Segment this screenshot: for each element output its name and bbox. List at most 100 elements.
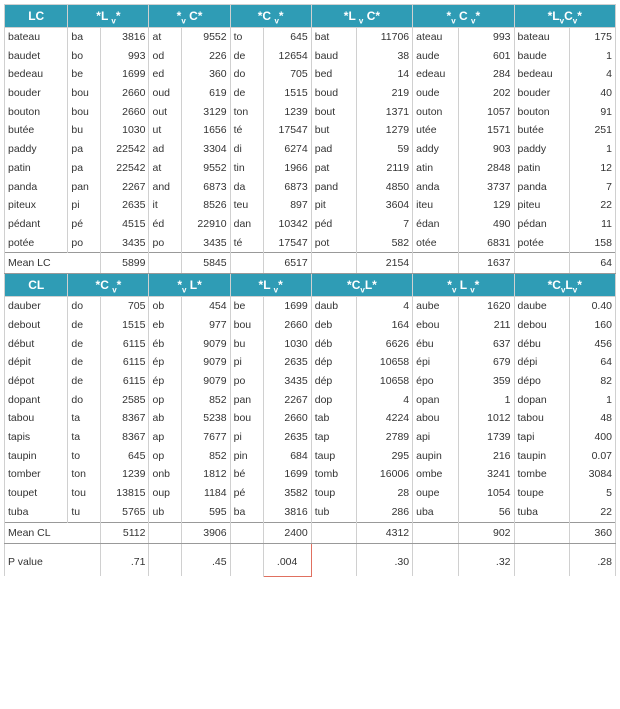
- pval-val: .71: [101, 543, 149, 576]
- num-cell: 56: [458, 503, 514, 522]
- num-cell: 22910: [182, 215, 230, 234]
- num-cell: 1: [570, 140, 616, 159]
- num-cell: 993: [101, 47, 149, 66]
- hdr-cell: LC: [5, 5, 68, 28]
- sub-cell: ta: [68, 409, 101, 428]
- sub-cell: éd: [149, 215, 182, 234]
- num-cell: 91: [570, 103, 616, 122]
- num-cell: 852: [182, 391, 230, 410]
- mean-val: 2400: [263, 522, 311, 543]
- sub-cell: dépi: [514, 353, 570, 372]
- word-cell: pédant: [5, 215, 68, 234]
- sub-cell: ut: [149, 121, 182, 140]
- num-cell: 6831: [458, 234, 514, 253]
- sub-cell: toup: [311, 484, 357, 503]
- sub-cell: at: [149, 159, 182, 178]
- num-cell: 9079: [182, 372, 230, 391]
- num-cell: 1012: [458, 409, 514, 428]
- num-cell: 1054: [458, 484, 514, 503]
- num-cell: 4: [570, 65, 616, 84]
- num-cell: 1: [570, 391, 616, 410]
- sub-cell: be: [230, 297, 263, 316]
- sub-cell: tombe: [514, 465, 570, 484]
- num-cell: 9552: [182, 28, 230, 47]
- word-cell: dépot: [5, 372, 68, 391]
- num-cell: 6115: [101, 335, 149, 354]
- num-cell: 3084: [570, 465, 616, 484]
- pval-label: P value: [5, 543, 101, 576]
- num-cell: 64: [570, 353, 616, 372]
- pval-val-highlight: .004: [263, 543, 311, 576]
- sub-cell: ébu: [413, 335, 459, 354]
- mean-val: 6517: [263, 253, 311, 274]
- sub-cell: paddy: [514, 140, 570, 159]
- sub-cell: op: [149, 391, 182, 410]
- hdr-cell: *C v*: [68, 274, 149, 297]
- num-cell: 175: [570, 28, 616, 47]
- sub-cell: péd: [311, 215, 357, 234]
- num-cell: 6873: [263, 178, 311, 197]
- num-cell: 3435: [263, 372, 311, 391]
- num-cell: 158: [570, 234, 616, 253]
- sub-cell: bu: [230, 335, 263, 354]
- sub-cell: taup: [311, 447, 357, 466]
- num-cell: 2119: [357, 159, 413, 178]
- num-cell: 6274: [263, 140, 311, 159]
- num-cell: 705: [101, 297, 149, 316]
- num-cell: 897: [263, 196, 311, 215]
- num-cell: 9079: [182, 335, 230, 354]
- num-cell: 3435: [101, 234, 149, 253]
- sub-cell: baude: [514, 47, 570, 66]
- num-cell: 0.07: [570, 447, 616, 466]
- word-cell: panda: [5, 178, 68, 197]
- num-cell: 160: [570, 316, 616, 335]
- num-cell: 2789: [357, 428, 413, 447]
- hdr-cell: *L v*: [68, 5, 149, 28]
- hdr-cell: *L v*: [230, 274, 311, 297]
- sub-cell: ob: [149, 297, 182, 316]
- num-cell: 13815: [101, 484, 149, 503]
- word-cell: tomber: [5, 465, 68, 484]
- word-cell: patin: [5, 159, 68, 178]
- num-cell: 1515: [101, 316, 149, 335]
- num-cell: 295: [357, 447, 413, 466]
- num-cell: 3241: [458, 465, 514, 484]
- sub-cell: deb: [311, 316, 357, 335]
- sub-cell: tap: [311, 428, 357, 447]
- mean-val: 5845: [182, 253, 230, 274]
- num-cell: 4515: [101, 215, 149, 234]
- word-cell: bouder: [5, 84, 68, 103]
- hdr-cell: *v C v*: [413, 5, 514, 28]
- num-cell: 595: [182, 503, 230, 522]
- pval-val: .30: [357, 543, 413, 576]
- sub-cell: daube: [514, 297, 570, 316]
- num-cell: 28: [357, 484, 413, 503]
- sub-cell: anda: [413, 178, 459, 197]
- sub-cell: bouton: [514, 103, 570, 122]
- sub-cell: dop: [311, 391, 357, 410]
- sub-cell: aude: [413, 47, 459, 66]
- num-cell: 284: [458, 65, 514, 84]
- sub-cell: tub: [311, 503, 357, 522]
- num-cell: 977: [182, 316, 230, 335]
- num-cell: 0.40: [570, 297, 616, 316]
- num-cell: 211: [458, 316, 514, 335]
- sub-cell: outon: [413, 103, 459, 122]
- num-cell: 1239: [263, 103, 311, 122]
- sub-cell: pin: [230, 447, 263, 466]
- num-cell: 1571: [458, 121, 514, 140]
- num-cell: 1966: [263, 159, 311, 178]
- sub-cell: pi: [68, 196, 101, 215]
- sub-cell: potée: [514, 234, 570, 253]
- sub-cell: di: [230, 140, 263, 159]
- word-cell: butée: [5, 121, 68, 140]
- num-cell: 1515: [263, 84, 311, 103]
- sub-cell: ebou: [413, 316, 459, 335]
- sub-cell: bat: [311, 28, 357, 47]
- num-cell: 852: [182, 447, 230, 466]
- sub-cell: édan: [413, 215, 459, 234]
- sub-cell: op: [149, 447, 182, 466]
- sub-cell: ép: [149, 372, 182, 391]
- sub-cell: bé: [230, 465, 263, 484]
- hdr-cell: *LvCv*: [514, 5, 615, 28]
